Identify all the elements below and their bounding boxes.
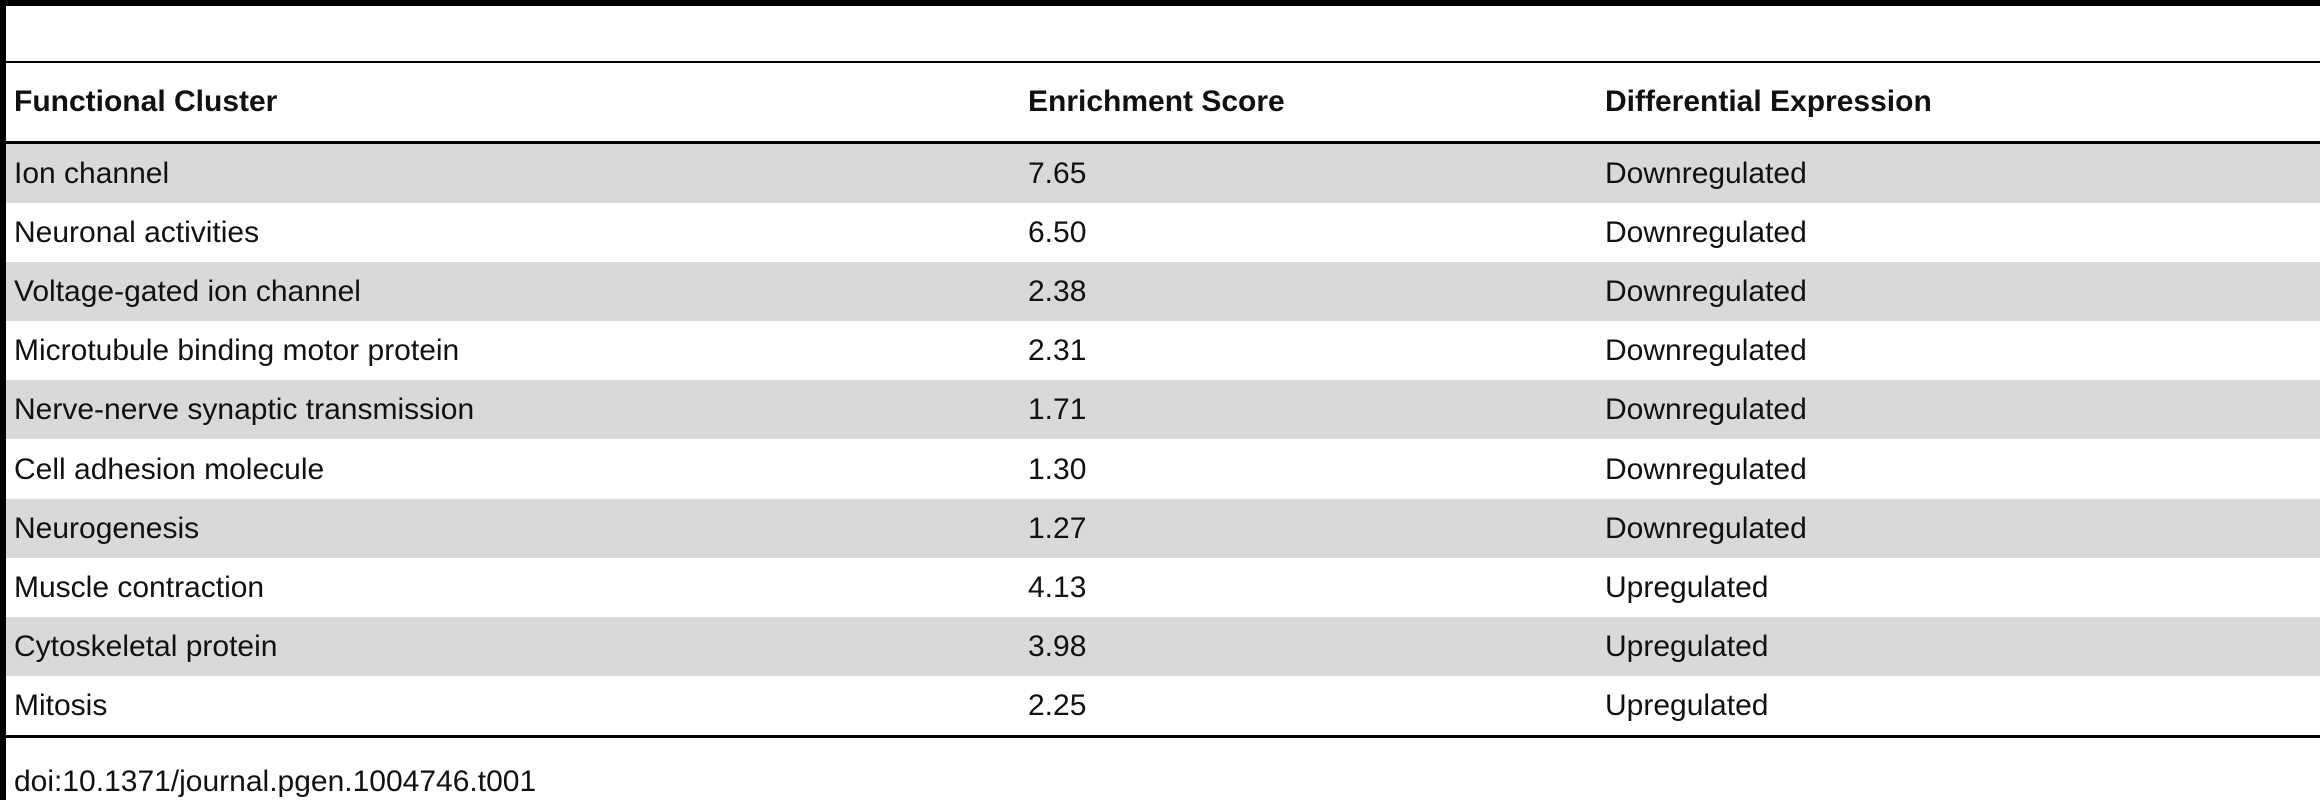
expression-cell: Downregulated (1605, 275, 1807, 309)
table-row (6, 616, 2320, 676)
expression-cell: Upregulated (1605, 688, 1769, 722)
table-row (6, 203, 2320, 262)
table-row (6, 262, 2320, 322)
expression-cell: Downregulated (1605, 157, 1807, 190)
header-enrichment-score: Enrichment Score (1028, 85, 1285, 118)
cluster-cell: Mitosis (14, 688, 108, 722)
cluster-cell: Microtubule binding motor protein (14, 334, 460, 368)
table-bottom-rule (6, 735, 2320, 738)
table-row (6, 558, 2320, 617)
table-row (6, 676, 2320, 735)
expression-cell: Downregulated (1605, 334, 1807, 368)
cluster-cell: Ion channel (14, 157, 170, 190)
table-row (6, 498, 2320, 558)
cluster-cell: Cytoskeletal protein (14, 629, 278, 663)
expression-cell: Downregulated (1605, 452, 1807, 486)
expression-cell: Downregulated (1605, 216, 1807, 250)
left-border (0, 0, 6, 800)
cluster-cell: Neurogenesis (14, 511, 200, 545)
enrichment-score-cell: 2.25 (1028, 688, 1087, 722)
header-top-rule (6, 61, 2320, 63)
cluster-cell: Neuronal activities (14, 216, 260, 250)
expression-cell: Upregulated (1605, 629, 1769, 663)
expression-cell: Downregulated (1605, 393, 1807, 427)
enrichment-score-cell: 1.71 (1028, 393, 1087, 427)
enrichment-score-cell: 1.30 (1028, 452, 1087, 486)
cluster-cell: Cell adhesion molecule (14, 452, 325, 486)
table-row (6, 380, 2320, 440)
header-cluster: Functional Cluster (14, 85, 278, 118)
cluster-cell: Muscle contraction (14, 570, 265, 604)
enrichment-score-cell: 2.38 (1028, 275, 1087, 309)
cluster-cell: Nerve-nerve synaptic transmission (14, 393, 475, 427)
header-bottom-rule (6, 141, 2320, 144)
table-row (6, 144, 2320, 204)
enrichment-score-cell: 7.65 (1028, 157, 1087, 190)
enrichment-score-cell: 3.98 (1028, 629, 1087, 663)
expression-cell: Upregulated (1605, 570, 1769, 604)
enrichment-score-cell: 4.13 (1028, 570, 1087, 604)
enrichment-score-cell: 2.31 (1028, 334, 1087, 368)
enrichment-score-cell: 1.27 (1028, 511, 1087, 545)
expression-cell: Downregulated (1605, 511, 1807, 545)
header-expression: Differential Expression (1605, 85, 1932, 118)
top-rule (6, 0, 2320, 6)
table-row (6, 440, 2320, 499)
enrichment-score-cell: 6.50 (1028, 216, 1087, 250)
doi: doi:10.1371/journal.pgen.1004746.t001 (14, 765, 537, 798)
cluster-cell: Voltage-gated ion channel (14, 275, 361, 309)
